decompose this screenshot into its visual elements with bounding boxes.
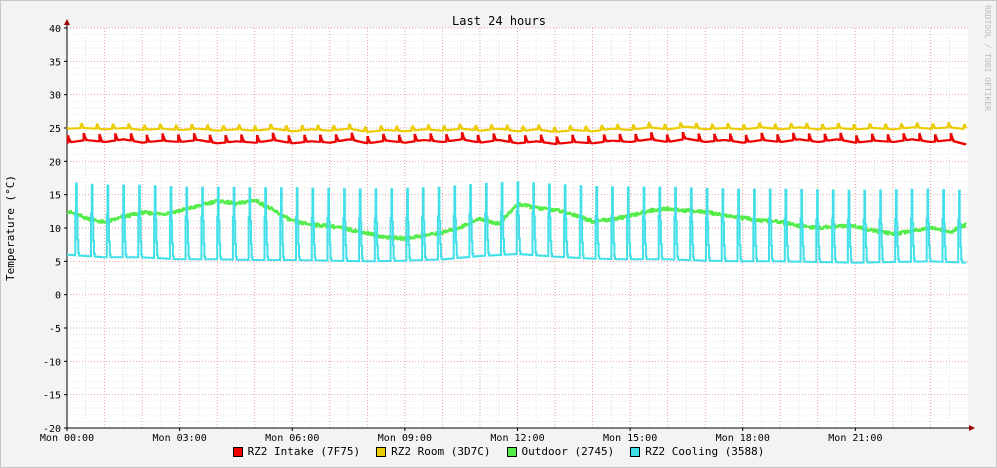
legend-label: RZ2 Cooling (3588) <box>645 445 765 458</box>
y-tick-label: 40 <box>49 24 61 35</box>
legend-swatch <box>376 446 387 457</box>
y-tick-label: 30 <box>49 91 61 102</box>
legend-label: RZ2 Intake (7F75) <box>247 445 361 458</box>
y-tick-label: 25 <box>49 124 61 135</box>
y-tick-label: 20 <box>49 157 61 168</box>
y-tick-label: 15 <box>49 191 61 202</box>
x-axis-arrow <box>969 425 975 431</box>
x-tick-label: Mon 03:00 <box>153 433 207 444</box>
legend-item: RZ2 Cooling (3588) <box>630 445 764 458</box>
y-tick-label: 35 <box>49 57 61 68</box>
y-axis-label: Temperature (°C) <box>4 175 17 281</box>
y-tick-label: -20 <box>43 424 61 435</box>
x-tick-label: Mon 15:00 <box>603 433 657 444</box>
x-tick-label: Mon 00:00 <box>40 433 94 444</box>
series-line <box>66 132 967 146</box>
legend-swatch <box>630 446 641 457</box>
x-tick-label: Mon 12:00 <box>490 433 544 444</box>
y-tick-label: -15 <box>43 391 61 402</box>
watermark: RRDTOOL / TOBI OETIKER <box>983 5 992 111</box>
series-line <box>67 181 967 264</box>
y-tick-label: 0 <box>55 291 61 302</box>
x-tick-label: Mon 21:00 <box>828 433 882 444</box>
legend-label: RZ2 Room (3D7C) <box>391 445 491 458</box>
y-tick-label: 5 <box>55 257 61 268</box>
legend-swatch <box>506 446 517 457</box>
chart-title: Last 24 hours <box>452 14 546 28</box>
x-tick-label: Mon 09:00 <box>378 433 432 444</box>
legend-item: RZ2 Room (3D7C) <box>376 445 491 458</box>
y-tick-label: -10 <box>43 357 61 368</box>
y-tick-label: -5 <box>49 324 61 335</box>
legend-swatch <box>232 446 243 457</box>
series-line <box>66 122 967 133</box>
legend: RZ2 Intake (7F75) RZ2 Room (3D7C) Outdoor … <box>0 445 997 458</box>
series-lines <box>66 122 967 264</box>
legend-label: Outdoor (2745) <box>521 445 615 458</box>
legend-item: RZ2 Intake (7F75) <box>232 445 361 458</box>
x-tick-label: Mon 18:00 <box>716 433 770 444</box>
y-tick-label: 10 <box>49 224 61 235</box>
legend-item: Outdoor (2745) <box>506 445 615 458</box>
y-axis-arrow <box>64 19 70 25</box>
x-tick-label: Mon 06:00 <box>265 433 319 444</box>
